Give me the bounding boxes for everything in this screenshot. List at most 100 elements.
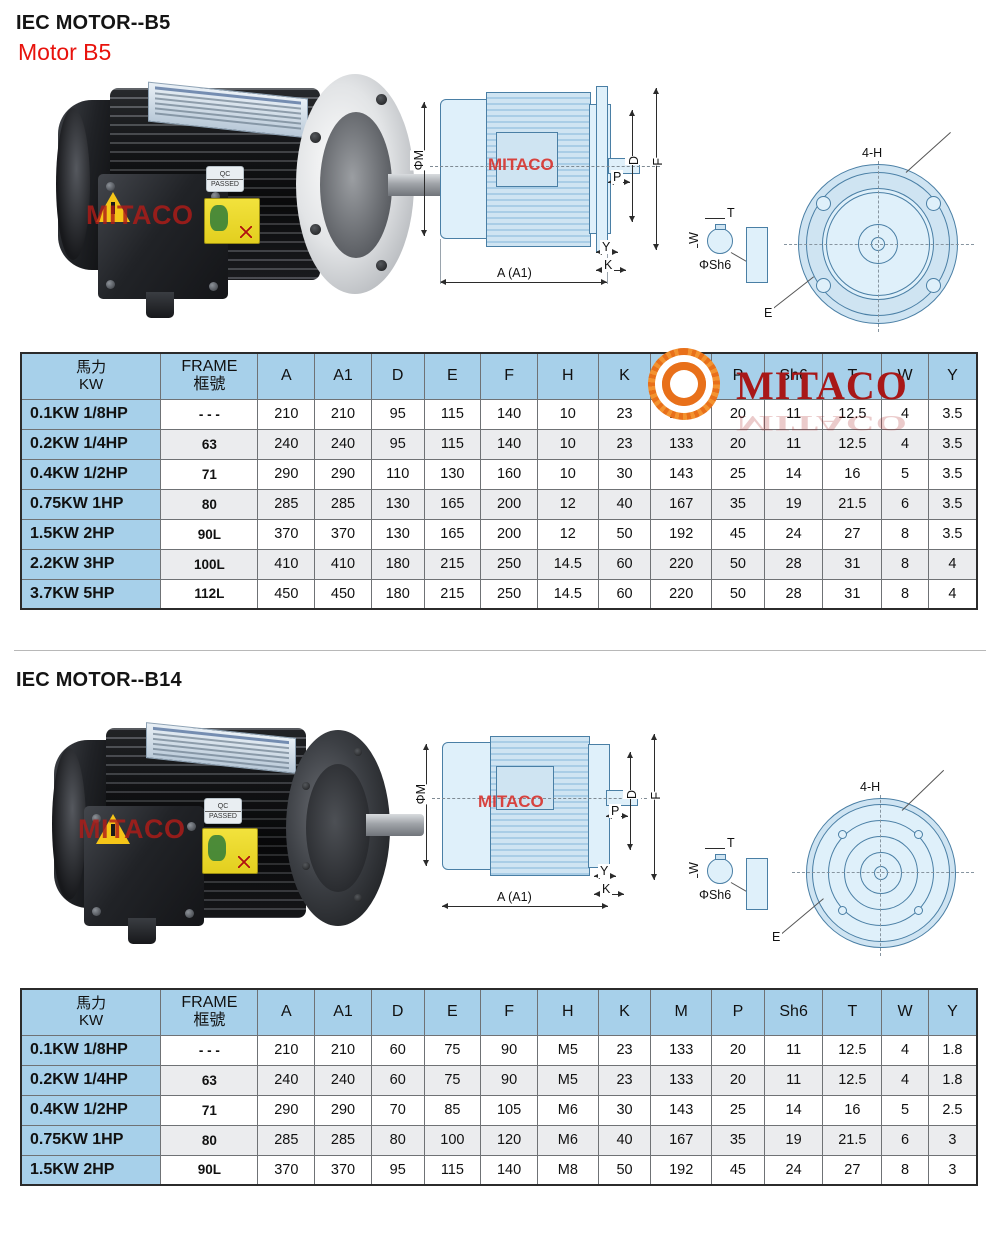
cell-w: 8 <box>881 1154 929 1186</box>
cell-kw: 3.7KW 5HP <box>20 578 162 610</box>
callout-4h: 4-H <box>858 780 883 794</box>
cell-a: 285 <box>257 1124 316 1156</box>
cell-w: 4 <box>881 1064 929 1096</box>
dim-arrow <box>602 903 608 909</box>
cell-frame: - - - <box>160 1034 259 1066</box>
cell-sh6: 11 <box>763 1064 824 1096</box>
cell-f: 90 <box>480 1034 538 1066</box>
dim-arrow <box>423 860 429 866</box>
header-f: F <box>480 988 538 1036</box>
warning-triangle-icon <box>96 814 130 844</box>
centerline-horizontal <box>792 872 974 873</box>
header-frame-line1: FRAME <box>181 358 238 376</box>
cell-kw: 0.4KW 1/2HP <box>20 458 162 490</box>
cell-d: 95 <box>370 1154 425 1186</box>
cell-t: 21.5 <box>822 488 883 520</box>
dim-arrow <box>612 249 618 255</box>
keyway-slot <box>715 854 726 860</box>
table-body-b5: 0.1KW 1/8HP- - -210210951151401023133201… <box>20 398 978 610</box>
header-frame-line2: 框號 <box>193 1012 226 1030</box>
cell-m: 133 <box>650 428 713 460</box>
cell-m: 143 <box>650 1094 713 1126</box>
cell-w: 5 <box>881 458 929 490</box>
header-a1: A1 <box>314 352 372 400</box>
dim-arrow <box>653 88 659 94</box>
dim-arrow <box>624 179 630 185</box>
cell-k: 60 <box>597 578 652 610</box>
cell-f: 140 <box>480 1154 538 1186</box>
centerline-horizontal <box>784 244 974 245</box>
cell-frame: 90L <box>160 518 259 550</box>
face-bolt-hole <box>838 906 847 915</box>
face-bolt-hole <box>914 830 923 839</box>
dim-arrow <box>651 734 657 740</box>
cell-a1: 285 <box>314 1124 372 1156</box>
dim-arrow <box>629 110 635 116</box>
table-row: 0.75KW 1HP 80 285 285 130 165 200 12 40 167 35 19 21… <box>20 488 978 520</box>
cell-m: 167 <box>650 488 713 520</box>
cell-frame: 112L <box>160 578 259 610</box>
header-a1: A1 <box>314 988 372 1036</box>
cell-k: 50 <box>597 1154 652 1186</box>
cell-k: 23 <box>597 1034 652 1066</box>
cell-a: 210 <box>257 1034 316 1066</box>
cell-y: 3.5 <box>927 488 978 520</box>
cell-a: 370 <box>257 518 316 550</box>
dim-ext-line <box>440 239 441 284</box>
section-b5: IEC MOTOR--B5 Motor B5 <box>16 12 978 610</box>
cell-h: 14.5 <box>536 578 599 610</box>
callout-4h: 4-H <box>860 146 885 160</box>
flange-bolt-hole <box>376 260 387 271</box>
cell-m: 192 <box>650 518 713 550</box>
cell-e: 115 <box>423 1154 482 1186</box>
dim-arrow <box>596 249 602 255</box>
motor-photo-b5: QC PASSED MITACO <box>56 74 446 324</box>
cell-a: 290 <box>257 458 316 490</box>
cable-gland <box>128 918 156 944</box>
table-row: 0.4KW 1/2HP 71 290 290 70 85 105 M6 30 143 25 14 16 5… <box>20 1094 978 1126</box>
header-kw-line2: KW <box>79 1012 104 1030</box>
table-row: 0.1KW 1/8HP - - -210 210 60 75 90 M5 23 133 20 11 1… <box>20 1034 978 1066</box>
callout-e: E <box>770 930 783 944</box>
cell-a1: 410 <box>314 548 372 580</box>
qc-label-bottom: PASSED <box>205 811 241 821</box>
flange-bolt-hole <box>310 224 321 235</box>
cad-rear-bell <box>440 99 488 239</box>
dim-label-phim: ΦM <box>412 784 430 805</box>
cell-k: 40 <box>597 1124 652 1156</box>
dim-f-line <box>656 88 657 250</box>
header-kw: 馬力 KW <box>20 352 162 400</box>
cell-kw: 1.5KW 2HP <box>20 1154 162 1186</box>
cell-f: 90 <box>480 1064 538 1096</box>
dim-label-t: T <box>725 836 737 850</box>
dim-arrow <box>627 844 633 850</box>
cell-kw: 0.1KW 1/8HP <box>20 1034 162 1066</box>
cell-a1: 240 <box>314 1064 372 1096</box>
header-h: H <box>536 988 599 1036</box>
table-row: 1.5KW 2HP 90L 370 370 95 115 140 M8 50 192 45 24 27 8… <box>20 1154 978 1186</box>
cell-k: 40 <box>597 488 652 520</box>
header-y: Y <box>927 352 978 400</box>
cell-h: 10 <box>536 428 599 460</box>
dim-arrow <box>651 874 657 880</box>
dim-arrow <box>618 891 624 897</box>
cell-a: 285 <box>257 488 316 520</box>
cell-k: 23 <box>597 398 652 430</box>
cell-e: 115 <box>423 398 482 430</box>
cad-keyway-side-b5 <box>742 221 778 291</box>
cell-d: 60 <box>370 1034 425 1066</box>
cell-sh6: 28 <box>763 548 824 580</box>
cell-t: 21.5 <box>822 1124 883 1156</box>
cad-rear-bell <box>442 742 492 870</box>
header-m: M <box>650 988 713 1036</box>
flange-bolt-hole <box>926 278 941 293</box>
header-f: F <box>480 352 538 400</box>
dim-label-p: P <box>611 170 624 184</box>
dim-arrow <box>620 267 626 273</box>
cell-frame: 71 <box>160 458 259 490</box>
cell-y: 3.5 <box>927 518 978 550</box>
section-subtitle-b5: Motor B5 <box>18 39 112 65</box>
header-w: W <box>881 988 929 1036</box>
cell-d: 80 <box>370 1124 425 1156</box>
header-y: Y <box>927 988 978 1036</box>
